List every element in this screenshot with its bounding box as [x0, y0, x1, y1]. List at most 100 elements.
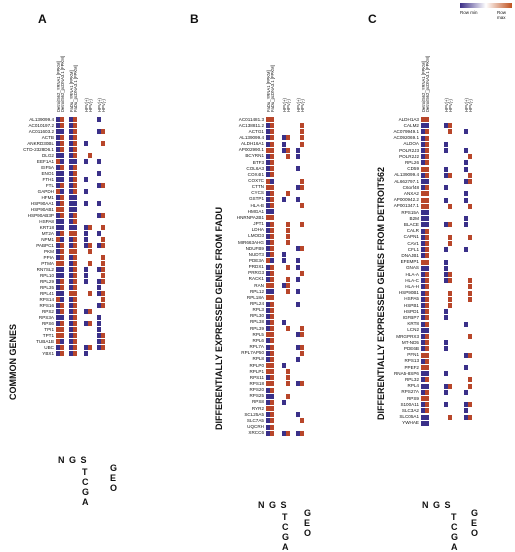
heatmap-cell	[421, 358, 425, 364]
heatmap-cell	[421, 234, 425, 240]
heatmap-cell	[421, 414, 425, 420]
heatmap-cell	[73, 261, 77, 266]
heatmap-cell	[84, 237, 88, 242]
column-header: Detroit562_pcDNA3.1 [FPKM]	[59, 56, 65, 112]
heatmap-cell	[300, 344, 304, 350]
heatmap-cell	[421, 402, 425, 408]
heatmap-cell	[88, 249, 92, 254]
heatmap-cell	[60, 267, 64, 272]
heatmap-cell	[425, 272, 429, 277]
heatmap-cell	[296, 147, 300, 153]
heatmap-cell	[286, 326, 290, 332]
heatmap-cell	[286, 190, 290, 196]
heatmap-cell	[73, 165, 77, 170]
heatmap-cell	[444, 148, 448, 153]
heatmap-cell	[421, 340, 425, 346]
heatmap-cell	[421, 253, 425, 259]
heatmap-cell	[97, 315, 101, 320]
gene-label: SCL25A5	[244, 411, 264, 417]
gene-label: GAPDH	[37, 188, 54, 194]
heatmap-cell	[266, 264, 270, 270]
heatmap-cell	[286, 375, 290, 381]
gene-label: FTL	[45, 182, 54, 188]
heatmap-cell	[296, 264, 300, 270]
heatmap-cell	[101, 267, 105, 272]
heatmap-cell	[425, 346, 429, 352]
heatmap-cell	[97, 183, 101, 188]
heatmap-cell	[69, 267, 73, 272]
heatmap-cell	[425, 247, 429, 253]
heatmap-cell	[84, 159, 88, 164]
gene-label: RPL7AP50	[241, 350, 264, 356]
heatmap-cell	[425, 154, 429, 160]
panel-letter-b: B	[190, 12, 199, 26]
heatmap-cell	[286, 381, 290, 387]
gene-label: RNA5-8SP6	[393, 370, 419, 376]
heatmap-cell	[84, 243, 88, 248]
heatmap-cell	[468, 290, 472, 296]
heatmap-cell	[266, 406, 270, 412]
heatmap-cell	[69, 141, 73, 146]
heatmap-cell	[300, 418, 304, 424]
heatmap-cell	[421, 377, 425, 383]
heatmap-cell	[266, 412, 270, 418]
gene-label: RAN	[254, 282, 264, 288]
heatmap-cell	[69, 249, 73, 254]
heatmap-cell	[56, 333, 60, 338]
gene-label: AL139099.4	[394, 172, 419, 178]
heatmap-cell	[69, 339, 73, 344]
heatmap-cell	[425, 216, 429, 222]
heatmap-cell	[73, 327, 77, 332]
gene-label: AP001347.1	[393, 203, 419, 209]
heatmap-cell	[296, 166, 300, 172]
heatmap-cell	[270, 381, 274, 387]
heatmap-cell	[73, 309, 77, 314]
gene-label: ALDH16A1	[241, 141, 264, 147]
gene-label: RPS13	[404, 358, 419, 364]
heatmap-cell	[421, 272, 425, 277]
heatmap-cell	[69, 159, 73, 164]
gene-label: RACK1	[248, 276, 264, 282]
heatmap-cell	[88, 225, 92, 230]
gene-label: IGFBP7	[402, 314, 419, 320]
heatmap-cell	[286, 289, 290, 295]
heatmap-cell	[300, 129, 304, 135]
heatmap-cell	[296, 412, 300, 418]
heatmap-cell	[425, 290, 429, 296]
column-header: FaDu_pcDNA3.1 [FPKM]	[269, 65, 275, 112]
heatmap-cell	[84, 273, 88, 278]
heatmap-cell	[270, 332, 274, 338]
heatmap-cell	[88, 243, 92, 248]
heatmap-cell	[69, 147, 73, 152]
heatmap-cell	[73, 135, 77, 140]
heatmap-cell	[266, 338, 270, 344]
heatmap-cell	[97, 213, 101, 218]
heatmap-cell	[266, 203, 270, 209]
heatmap-cell	[97, 267, 101, 272]
gene-label: YWHAE	[402, 420, 419, 426]
heatmap-cell	[266, 227, 270, 233]
heatmap-cell	[421, 396, 425, 401]
heatmap-cell	[464, 197, 468, 203]
heatmap-cell	[421, 334, 425, 339]
heatmap-cell	[270, 270, 274, 276]
heatmap-cell	[421, 117, 425, 122]
heatmap-cell	[266, 399, 270, 405]
gene-label: NPM1	[41, 236, 54, 242]
gene-label: FTH1	[42, 176, 54, 182]
heatmap-cell	[421, 191, 425, 197]
heatmap-cell	[56, 303, 60, 308]
heatmap-cell	[282, 147, 286, 153]
heatmap-cell	[56, 201, 60, 206]
heatmap-cell	[266, 381, 270, 387]
heatmap-cell	[101, 345, 105, 350]
heatmap-cell	[300, 430, 304, 436]
heatmap-cell	[421, 296, 425, 302]
gene-label: C6orf48	[402, 184, 419, 190]
column-header: HPV(-)	[100, 99, 106, 112]
heatmap-cell	[425, 253, 429, 259]
heatmap-cell	[73, 159, 77, 164]
heatmap-cell	[88, 321, 92, 326]
heatmap-cell	[425, 327, 429, 333]
gene-label: BTF3	[252, 159, 264, 165]
